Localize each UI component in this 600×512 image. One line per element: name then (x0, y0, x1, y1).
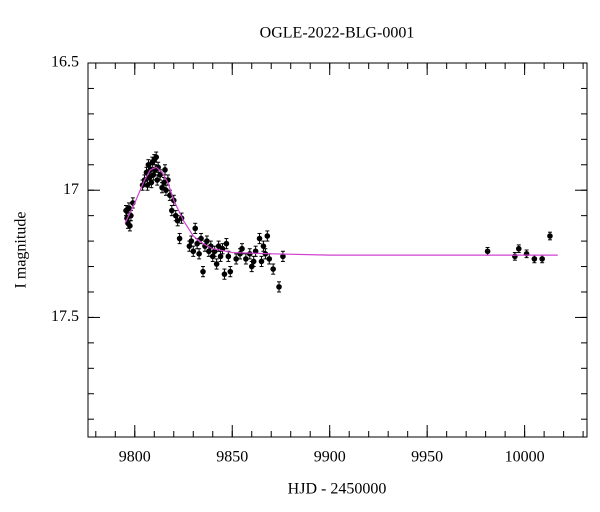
y-tick-label: 17 (63, 181, 79, 198)
data-point (204, 238, 210, 244)
data-point (276, 284, 282, 290)
data-point (531, 256, 538, 262)
data-point (256, 235, 263, 242)
data-point (213, 261, 220, 267)
data-point (233, 256, 239, 262)
data-point (270, 266, 276, 272)
model-curve (124, 166, 558, 256)
x-tick-label: 9800 (119, 449, 151, 466)
data-point (169, 207, 175, 214)
data-point (239, 245, 245, 252)
x-axis-label: HJD - 2450000 (288, 481, 387, 498)
data-point (280, 253, 286, 260)
data-point (155, 164, 161, 171)
data-point (515, 245, 522, 252)
data-point (157, 172, 163, 178)
data-point (264, 233, 271, 239)
data-point (547, 233, 553, 239)
x-tick-label: 9850 (216, 449, 248, 466)
data-point (126, 205, 132, 211)
data-point (227, 268, 234, 275)
data-point (154, 177, 160, 183)
data-point (523, 251, 530, 257)
x-tick-label: 9900 (314, 449, 346, 466)
data-point (266, 256, 273, 262)
data-point (246, 251, 253, 257)
y-axis-label: I magnitude (13, 212, 30, 289)
chart-title: OGLE-2022-BLG-0001 (260, 25, 415, 42)
data-point (163, 187, 169, 194)
y-tick-label: 16.5 (51, 54, 79, 71)
data-point (196, 251, 202, 257)
data-point (200, 268, 206, 275)
data-point (484, 248, 491, 255)
data-point (148, 179, 155, 186)
data-point (250, 258, 257, 265)
data-point (194, 240, 200, 247)
data-point (176, 235, 183, 242)
data-point (165, 177, 171, 183)
data-point (192, 225, 199, 232)
data-point (258, 258, 265, 265)
data-point (190, 248, 197, 255)
data-point (153, 154, 160, 160)
data-point (243, 256, 249, 262)
data-point (512, 253, 518, 260)
x-tick-label: 9950 (411, 449, 443, 466)
data-point (162, 167, 168, 173)
data-point (127, 223, 133, 229)
data-point (188, 238, 195, 244)
plot-frame (87, 62, 588, 438)
data-point (260, 243, 267, 249)
y-tick-label: 17.5 (51, 308, 79, 325)
data-point (198, 235, 204, 242)
x-tick-label: 10000 (505, 449, 545, 466)
data-point (221, 271, 228, 277)
data-point (223, 240, 230, 247)
data-point (539, 256, 545, 262)
data-point (225, 253, 232, 260)
data-point (217, 253, 224, 260)
